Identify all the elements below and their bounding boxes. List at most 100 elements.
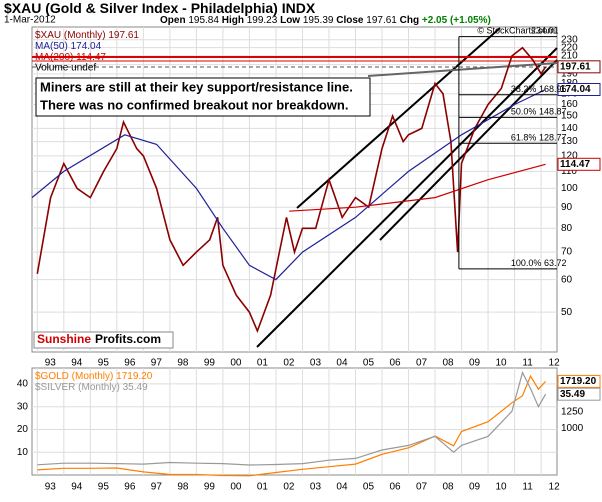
x-tick-label: 94 [71, 482, 83, 493]
text-part: $XAU (Monthly) [35, 30, 106, 41]
text-part: 128.77 [539, 133, 567, 143]
y-tick-label: 50 [561, 307, 573, 318]
x-tick-label: 99 [204, 358, 216, 369]
x-tick-label: 01 [257, 358, 269, 369]
fib-label: 100.0% 63.72 [511, 258, 567, 268]
x-tick-label: 93 [45, 482, 57, 493]
last-value-box [557, 374, 601, 388]
last-value-box [557, 157, 601, 171]
text-part: 199.23 [247, 15, 278, 26]
last-value-box [557, 83, 601, 97]
x-tick-label: 08 [442, 482, 454, 493]
x-tick-label: 99 [204, 482, 216, 493]
fib-label: 38.2% 168.96 [511, 84, 567, 94]
text-part: 35.49 [123, 382, 148, 393]
y-tick-label: 30 [17, 401, 29, 412]
y-tick-label: 160 [561, 99, 578, 110]
header-stats: Open 195.84 High 199.23 Low 195.39 Close… [160, 15, 491, 26]
x-tick-label: 05 [363, 358, 375, 369]
last-value-box [557, 60, 601, 74]
x-tick-label: 00 [230, 358, 242, 369]
y2-tick-label: 1250 [561, 407, 584, 418]
series-line [31, 88, 546, 281]
text-part: Close [336, 15, 364, 26]
y-tick-label: 10 [17, 447, 29, 458]
annotation: There was no confirmed breakout nor brea… [40, 97, 348, 112]
x-tick-label: 07 [416, 482, 428, 493]
chart-date: 1-Mar-2012 [4, 15, 56, 26]
last-value-label: 174.04 [560, 84, 591, 95]
series-line [289, 163, 546, 212]
x-tick-label: 04 [336, 482, 348, 493]
y-tick-label: 150 [561, 111, 578, 122]
series-line [37, 370, 547, 466]
y-tick-label: 190 [561, 68, 578, 79]
legend-entry: Volume undef [35, 63, 96, 74]
legend-entry: $SILVER (Monthly) 35.49 [35, 382, 148, 393]
y2-tick-label: 1000 [561, 423, 584, 434]
x-tick-label: 98 [177, 358, 189, 369]
x-tick-label: 02 [283, 358, 295, 369]
legend-entry: $XAU (Monthly) 197.61 [35, 30, 139, 41]
text-part: 38.2% [511, 84, 537, 94]
y-tick-label: 90 [561, 202, 573, 213]
text-part: Low [280, 15, 300, 26]
last-value-label: 114.47 [560, 159, 590, 170]
last-value-box [557, 387, 601, 401]
last-value-label: 1719.20 [560, 376, 597, 387]
y-tick-label: 230 [561, 34, 578, 45]
y-tick-label: 130 [561, 136, 578, 147]
x-tick-label: 11 [522, 482, 533, 493]
x-tick-label: 96 [124, 358, 136, 369]
y-tick-label: 80 [561, 223, 573, 234]
text-part: 234.01 [531, 26, 559, 36]
logo-box [33, 331, 174, 349]
x-tick-label: 03 [310, 358, 322, 369]
x-tick-label: 06 [389, 358, 401, 369]
text-part: 63.72 [544, 258, 567, 268]
x-tick-label: 03 [310, 482, 322, 493]
x-tick-label: 97 [151, 358, 163, 369]
text-part: 195.84 [188, 15, 219, 26]
logo-text: Sunshine [37, 332, 91, 346]
series-line [37, 374, 547, 477]
text-part: 195.39 [303, 15, 334, 26]
text-part: 100.0% [511, 258, 542, 268]
x-tick-label: 05 [363, 482, 375, 493]
text-part: MA(200) [35, 52, 73, 63]
x-tick-label: 93 [45, 358, 57, 369]
text-part: 197.61 [108, 30, 139, 41]
trend-line [367, 62, 558, 77]
y-tick-label: 70 [561, 247, 573, 258]
x-tick-label: 94 [71, 358, 83, 369]
annotation-box [35, 77, 371, 117]
last-value-label: 197.61 [560, 61, 591, 72]
y-tick-label: 40 [17, 379, 29, 390]
text-part: $GOLD (Monthly) [35, 371, 113, 382]
x-tick-label: 00 [230, 482, 242, 493]
y-tick-label: 60 [561, 274, 573, 285]
text-part: High [222, 15, 244, 26]
y-tick-label: 110 [561, 166, 577, 177]
fib-label: 234.01 [531, 26, 559, 36]
text-part: 50.0% [511, 107, 537, 117]
text-part: 148.87 [539, 107, 567, 117]
text-part: Chg [400, 15, 419, 26]
y-tick-label: 20 [17, 424, 29, 435]
legend-entry: MA(200) 114.47 [35, 52, 106, 63]
x-tick-label: 10 [495, 482, 507, 493]
y-tick-label: 100 [561, 183, 578, 194]
x-tick-label: 96 [124, 482, 136, 493]
text-part: Open [160, 15, 186, 26]
credit: © StockCharts.com [477, 25, 555, 35]
text-part: 1719.20 [116, 371, 153, 382]
text-part: 174.04 [71, 41, 102, 52]
x-tick-label: 12 [549, 358, 561, 369]
x-tick-label: 09 [469, 482, 481, 493]
fib-label: 61.8% 128.77 [511, 133, 567, 143]
x-tick-label: 98 [177, 482, 189, 493]
last-value-label: 35.49 [560, 389, 585, 400]
annotation: Miners are still at their key support/re… [40, 79, 353, 94]
chart-title: $XAU (Gold & Silver Index - Philadelphia… [4, 0, 316, 16]
y-tick-label: 220 [561, 42, 578, 53]
